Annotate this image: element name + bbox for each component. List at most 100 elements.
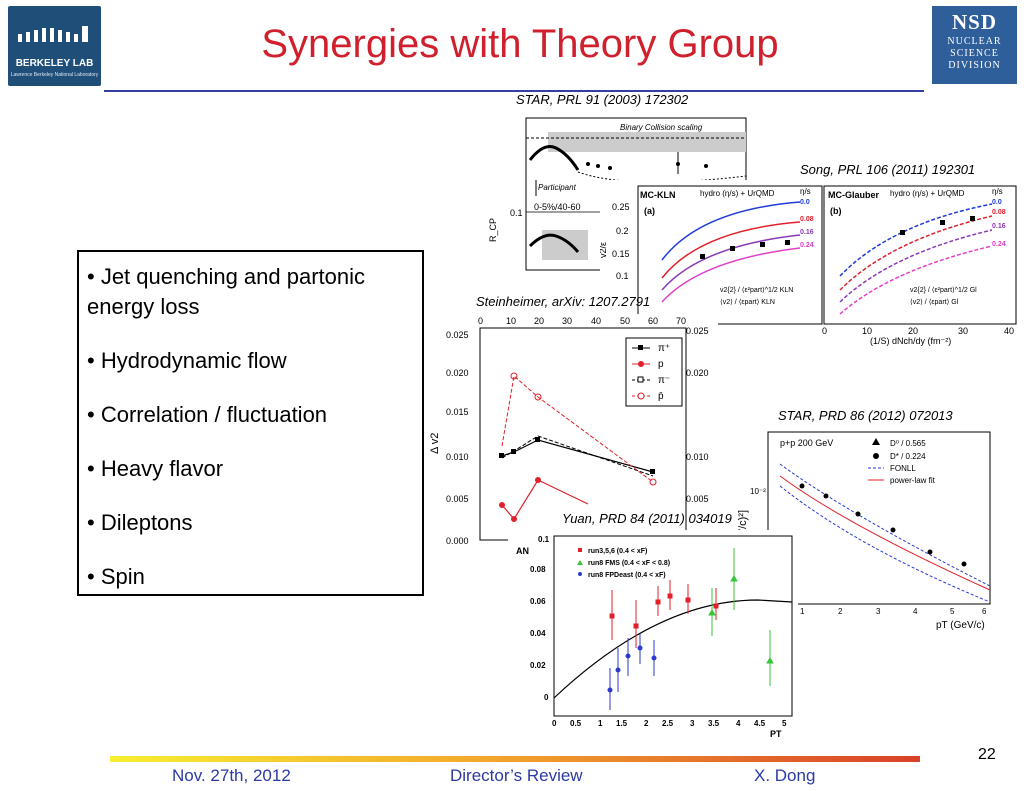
nsd-line-3: DIVISION [948,60,1001,71]
stein-xtick: 0 [478,316,483,326]
steinheimer-figure: 0.025 0.020 0.015 0.010 0.005 0.000 0.02… [428,314,718,550]
stein-xtick: 40 [591,316,601,326]
song-eta-0: 0.0 [800,199,810,206]
nsd-acronym: NSD [951,10,997,34]
stein-xtick: 70 [676,316,686,326]
song-ytick: 0.2 [616,226,629,236]
yuan-ytick: 0 [544,693,549,702]
song-panel-a: (a) [644,206,655,216]
stein-ytick: 0.010 [446,452,469,462]
stein-ytick-right: 0.025 [686,326,709,336]
song-ytick: 0.1 [616,271,629,281]
stein-xtick: 10 [506,316,516,326]
prd-legend-powerlaw: power-law fit [890,476,936,485]
footer-gradient-bar [110,756,920,762]
song-etas-header: η/s [992,187,1003,196]
prd-xtick: 5 [950,607,955,616]
song-legend-a-2: ⟨v2⟩ / ⟨εpart⟩ KLN [720,298,775,306]
berkeley-lab-subtitle: Lawrence Berkeley National Laboratory [10,72,99,78]
prd-xtick: 4 [913,607,918,616]
berkeley-lab-emblem-icon [18,26,88,42]
song-eta-3: 0.24 [800,242,814,249]
prd-legend-dstar: D* / 0.224 [890,452,926,461]
berkeley-lab-logo: BERKELEY LAB Lawrence Berkeley National … [8,6,101,86]
prd-legend-fonll: FONLL [890,464,916,473]
citation-song: Song, PRL 106 (2011) 192301 [800,162,976,177]
song-eta-3-b: 0.24 [992,241,1006,248]
yuan-xtick: 1 [598,719,603,728]
stein-ytick-right: 0.010 [686,452,709,462]
song-ytick: 0.25 [612,202,630,212]
stein-xtick: 60 [648,316,658,326]
yuan-xlabel: PT [770,729,782,739]
song-right-label: MC-Glauber [828,190,880,200]
stein-ytick: 0.015 [446,407,469,417]
prd-ytick: 10⁻² [750,487,766,496]
footer-date: Nov. 27th, 2012 [172,766,291,785]
song-ylabel: v2/ε [600,242,608,258]
rcp-banner: Binary Collision scaling [620,123,703,132]
stein-legend-pi-minus: π⁻ [658,375,670,386]
yuan-ytick: 0.1 [538,535,550,544]
rcp-ytick: 0.1 [510,208,523,218]
stein-ytick-right: 0.005 [686,494,709,504]
prd-system-label: p+p 200 GeV [780,438,833,448]
song-xtick: 10 [862,326,872,336]
stein-ytick-right: 0.020 [686,368,709,378]
song-eta-2-b: 0.16 [992,223,1006,230]
topic-item: • Spin [87,564,145,589]
yuan-xtick: 1.5 [616,719,628,728]
stein-ytick: 0.020 [446,368,469,378]
rcp-centrality-label: 0-5%/40-60 [534,202,581,212]
citation-star-rcp: STAR, PRL 91 (2003) 172302 [516,92,689,107]
yuan-xtick: 0 [552,719,557,728]
yuan-ytick: 0.04 [530,629,546,638]
song-model-left: hydro (η/s) + UrQMD [700,189,775,198]
rcp-participant-label: Participant [538,183,577,192]
prd-xlabel: pT (GeV/c) [936,620,985,631]
song-xtick: 30 [958,326,968,336]
song-eta-1: 0.08 [800,216,814,223]
stein-ytick: 0.005 [446,494,469,504]
stein-xtick: 30 [562,316,572,326]
stein-ytick: 0.025 [446,330,469,340]
rcp-ylabel: R_CP [488,218,498,242]
citation-yuan: Yuan, PRD 84 (2011) 034019 [562,511,732,526]
stein-legend-p: p [658,359,664,370]
song-legend-b-1: v2{2} / ⟨ε²part⟩^1/2 Gl [910,286,977,294]
topic-item: • Dileptons [87,510,193,535]
prd-xtick: 6 [982,607,987,616]
topic-item: • Correlation / fluctuation [87,402,328,427]
topic-item: • Hydrodynamic flow [87,348,287,373]
yuan-xtick: 3 [690,719,695,728]
yuan-ytick: 0.02 [530,661,546,670]
song-legend-b-2: ⟨v2⟩ / ⟨εpart⟩ Gl [910,298,959,306]
yuan-xtick: 2 [644,719,649,728]
yuan-xtick: 2.5 [662,719,674,728]
song-etas-header: η/s [800,187,811,196]
song-xtick: 0 [822,326,827,336]
yuan-xtick: 4.5 [754,719,766,728]
title-rule [104,90,924,92]
prd-legend-d0: D⁰ / 0.565 [890,439,926,448]
berkeley-lab-name: BERKELEY LAB [15,58,94,69]
stein-ytick: 0.000 [446,536,469,546]
footer-author: X. Dong [754,766,816,785]
prd-xtick: 1 [800,607,805,616]
song-eta-2: 0.16 [800,229,814,236]
yuan-ytick: 0.06 [530,597,546,606]
topic-item: • Heavy flavor [87,456,224,481]
yuan-legend-3: run8 FPDeast (0.4 < xF) [588,572,666,579]
citation-star-prd: STAR, PRD 86 (2012) 072013 [778,408,953,423]
nsd-line-2: SCIENCE [950,48,999,59]
yuan-xtick: 4 [736,719,741,728]
prd-xtick: 2 [838,607,843,616]
yuan-xtick: 0.5 [570,719,582,728]
yuan-ytick: 0.08 [530,565,546,574]
topics-box: • Jet quenching and partonic energy loss… [77,250,424,596]
yuan-legend-2: run8 FMS (0.4 < xF < 0.8) [588,560,670,567]
song-model-right: hydro (η/s) + UrQMD [890,189,965,198]
song-panel-b: (b) [830,206,842,216]
stein-legend-pbar: p̄ [658,391,664,402]
song-ytick: 0.15 [612,249,630,259]
